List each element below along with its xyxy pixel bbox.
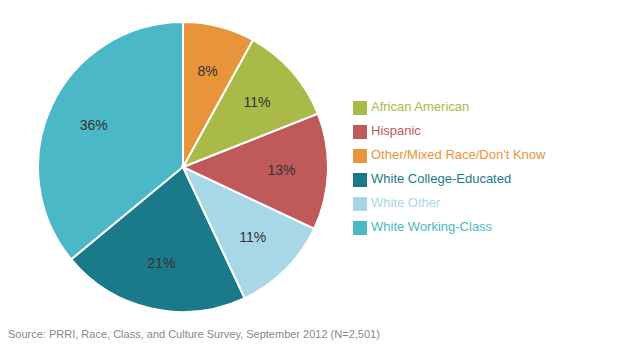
svg-text:8%: 8% — [197, 63, 217, 79]
html-text:White Working-Class: White Working-Class — [371, 219, 493, 234]
html-text:Other/Mixed Race/Don't Know: Other/Mixed Race/Don't Know — [371, 147, 546, 162]
svg-text:21%: 21% — [147, 255, 175, 271]
svg-text:11%: 11% — [243, 94, 270, 110]
svg-text:13%: 13% — [268, 162, 296, 178]
html-text:African American: African American — [371, 99, 470, 114]
html-text:Hispanic: Hispanic — [371, 123, 421, 138]
html-text:Source: PRRI, Race, Class, and: Source: PRRI, Race, Class, and Culture S… — [8, 328, 380, 340]
html-text:White College-Educated: White College-Educated — [371, 171, 512, 186]
html-text:White Other: White Other — [371, 195, 441, 210]
svg-text:36%: 36% — [80, 117, 108, 133]
svg-text:11%: 11% — [239, 229, 266, 245]
